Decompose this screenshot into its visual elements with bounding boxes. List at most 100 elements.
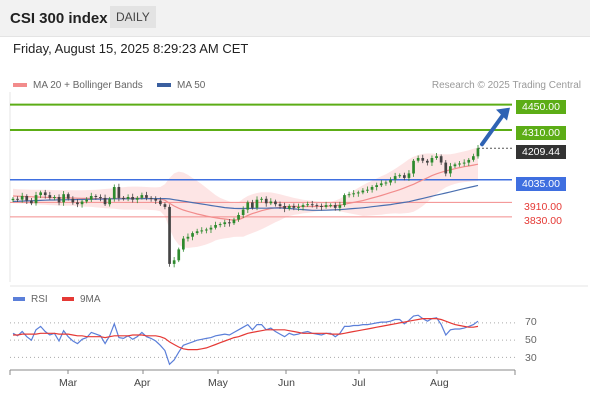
candle-body [439, 156, 443, 163]
period-tab-daily[interactable]: DAILY [110, 6, 156, 28]
candle-body [444, 162, 448, 174]
candle-body [195, 231, 199, 234]
candle-body [476, 148, 480, 157]
candle-body [403, 175, 406, 178]
candle-body [200, 230, 204, 232]
candle-body [421, 158, 425, 161]
candle-body [310, 204, 314, 206]
candle-body [140, 195, 144, 198]
legend-label-ma50: MA 50 [177, 80, 206, 91]
candle-body [154, 198, 158, 201]
candle-body [375, 185, 378, 187]
credit-text: Research © 2025 Trading Central [431, 80, 581, 91]
candle-body [99, 197, 102, 198]
candle-body [209, 227, 213, 230]
level-label-4035: 4035.00 [516, 177, 566, 191]
candle-body [94, 196, 98, 197]
candle-body [71, 198, 75, 203]
candle-body [39, 192, 42, 196]
candle-body [20, 196, 24, 200]
candle-body [232, 219, 236, 224]
candle-body [361, 190, 365, 193]
candle-body [43, 192, 47, 196]
level-label-4310: 4310.00 [516, 126, 566, 140]
candle-body [416, 158, 420, 161]
candle-body [472, 156, 475, 160]
candle-body [301, 205, 305, 207]
candle-body [338, 205, 342, 208]
candle-body [223, 222, 227, 225]
candle-body [149, 197, 153, 199]
level-label-3910: 3910.00 [524, 201, 562, 213]
candle-body [320, 206, 323, 207]
legend-swatch-9ma [62, 297, 74, 302]
candle-body [389, 179, 392, 183]
candle-body [467, 159, 471, 163]
candle-body [48, 195, 52, 198]
candle-body [159, 200, 162, 205]
candle-body [25, 196, 29, 201]
candle-body [407, 173, 411, 178]
x-tick-may: May [208, 377, 228, 389]
rsi-tick-50: 50 [525, 334, 537, 346]
candle-body [356, 192, 360, 194]
rsi-9ma-line [13, 318, 479, 351]
level-label-last-price: 4209.44 [516, 145, 566, 159]
x-tick-aug: Aug [430, 377, 449, 389]
candle-body [108, 198, 111, 205]
candle-body [393, 176, 397, 180]
candle-body [384, 182, 388, 184]
candle-body [145, 195, 148, 198]
legend-label-9ma: 9MA [80, 294, 101, 305]
legend-ma20-bb: MA 20 + Bollinger Bands [13, 80, 143, 91]
candle-body [76, 202, 79, 205]
candle-body [214, 225, 217, 228]
rsi-tick-70: 70 [525, 316, 537, 328]
header-bar: CSI 300 index DAILY [0, 0, 590, 37]
candle-body [172, 260, 176, 264]
candle-body [366, 189, 369, 191]
x-tick-jul: Jul [352, 377, 366, 389]
candle-body [347, 194, 351, 196]
legend-ma50: MA 50 [157, 80, 205, 91]
legend-swatch-ma20 [13, 83, 27, 88]
candle-body [379, 183, 383, 186]
candle-body [246, 202, 250, 210]
candle-body [449, 166, 452, 174]
candle-body [458, 163, 461, 165]
candle-body [57, 197, 61, 203]
candle-body [16, 198, 19, 200]
legend-label-ma20: MA 20 + Bollinger Bands [33, 80, 143, 91]
candle-body [85, 199, 88, 202]
candle-body [283, 206, 286, 209]
candle-body [278, 204, 282, 206]
candle-body [453, 164, 457, 167]
candle-body [80, 201, 84, 205]
candle-body [117, 187, 121, 198]
candle-body [122, 197, 125, 199]
candle-body [163, 204, 167, 207]
legend-label-rsi: RSI [31, 294, 48, 305]
candle-body [297, 206, 300, 208]
candle-body [398, 175, 402, 177]
candle-body [430, 158, 434, 163]
candle-body [34, 195, 38, 204]
legend-9ma: 9MA [62, 294, 101, 305]
candle-body [177, 249, 181, 261]
candle-body [287, 206, 291, 209]
legend-swatch-rsi [13, 297, 25, 302]
candle-body [62, 194, 65, 203]
candle-body [370, 187, 374, 190]
candle-body [135, 197, 139, 200]
candle-body [66, 194, 70, 199]
candle-body [343, 195, 346, 206]
candle-body [53, 197, 56, 198]
candle-body [333, 205, 337, 208]
candle-body [191, 233, 194, 237]
candle-body [412, 160, 415, 174]
candle-body [218, 224, 222, 226]
candle-body [168, 206, 171, 264]
candle-body [260, 198, 263, 200]
x-tick-jun: Jun [278, 377, 295, 389]
